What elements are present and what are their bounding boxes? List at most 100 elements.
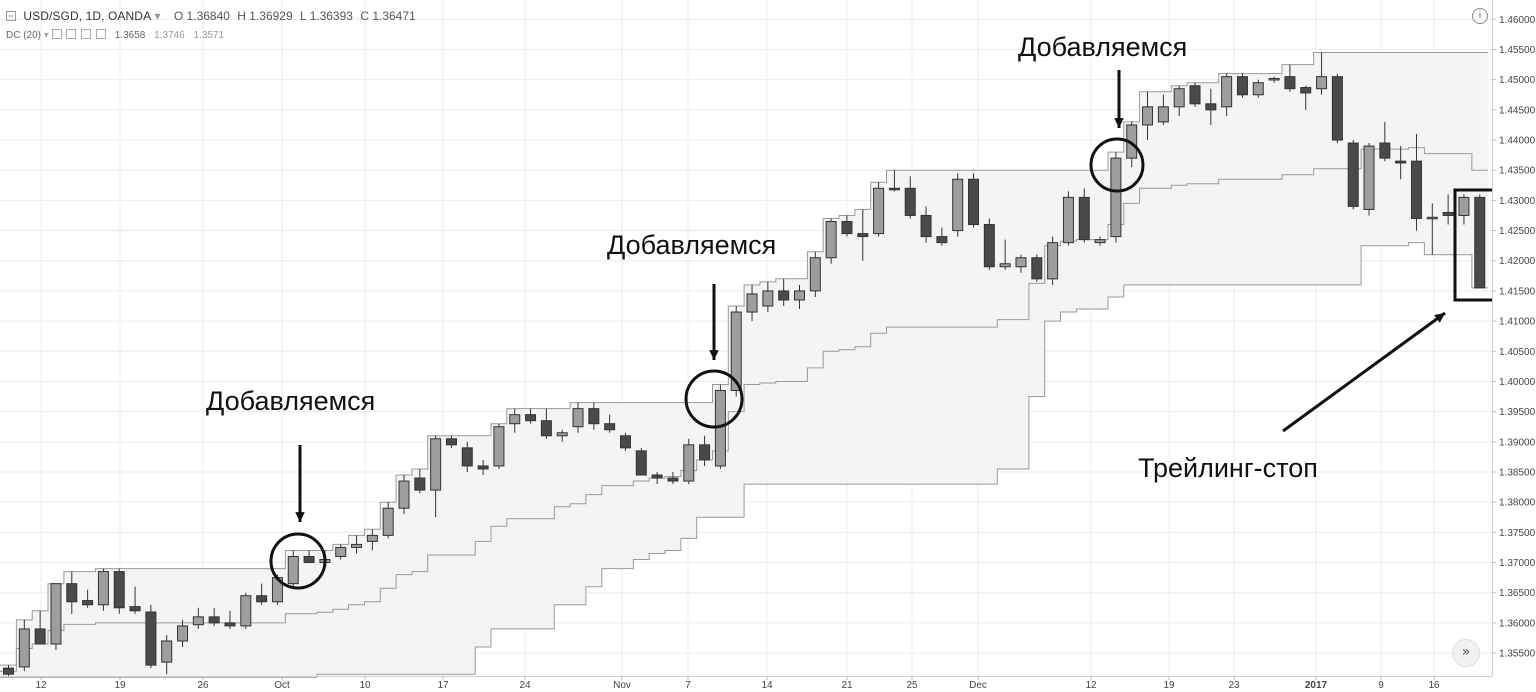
time-tick-label: 24 [519, 680, 531, 691]
candle [335, 544, 347, 560]
candle-body [50, 583, 62, 645]
close-icon[interactable] [95, 29, 106, 39]
candle [1268, 76, 1280, 83]
price-axis-bg [1492, 0, 1536, 692]
candle [952, 173, 964, 237]
arrow-add-3 [1114, 70, 1124, 128]
annotation-add-1: Добавляемся [206, 386, 376, 416]
candle [1031, 254, 1043, 282]
time-tick-label: 21 [841, 680, 853, 691]
candle-body [34, 628, 46, 645]
candle-body [1062, 196, 1074, 244]
candle-body [778, 290, 790, 301]
candle-body [1189, 85, 1201, 105]
candle-body [82, 600, 94, 606]
price-tick-label: 1.38500 [1499, 467, 1536, 478]
candle [18, 619, 30, 672]
info-icon[interactable]: i [1472, 8, 1488, 24]
candle-body [556, 432, 568, 437]
time-tick-label: 9 [1378, 680, 1384, 691]
candle [968, 173, 980, 228]
candle [888, 170, 900, 192]
candle-body [746, 293, 758, 313]
candle-body [97, 571, 109, 606]
candle [1395, 146, 1407, 180]
candle-body [1268, 77, 1280, 81]
candle [287, 550, 299, 587]
candle-body [888, 187, 900, 191]
candle-body [762, 290, 774, 307]
candle-body [477, 465, 489, 470]
arrow-head [709, 350, 719, 360]
candle-body [1221, 76, 1233, 108]
time-tick-label: 16 [1428, 680, 1440, 691]
close-value: C 1.36471 [360, 9, 416, 23]
collapse-icon[interactable] [6, 11, 16, 21]
time-axis[interactable]: 12 19 26 Oct 10 17 24 Nov 7 14 21 25 Dec 12 19 23 2017 9 1… [0, 676, 1492, 691]
candle-body [841, 221, 853, 235]
arrow-head [295, 512, 305, 522]
indicator-dropdown-icon[interactable]: ▾ [43, 30, 49, 41]
candle [1078, 188, 1090, 243]
price-tick-label: 1.40000 [1499, 377, 1536, 388]
scroll-to-realtime-button[interactable]: » [1452, 639, 1480, 667]
candle [303, 550, 315, 564]
symbol-label[interactable]: USD/SGD, 1D, OANDA [23, 9, 152, 23]
candle [366, 529, 378, 551]
price-axis[interactable]: 1.35500 1.36000 1.36500 1.37000 1.37500 1.380… [1492, 0, 1536, 692]
price-tick-label: 1.41500 [1499, 286, 1536, 297]
annotation-add-3: Добавляемся [1018, 32, 1188, 62]
candle [1236, 73, 1248, 98]
high-value: H 1.36929 [237, 9, 293, 23]
candles [3, 52, 1486, 678]
indicator-name[interactable]: DC (20) [6, 30, 42, 41]
candle [82, 589, 94, 608]
candle [1458, 194, 1470, 225]
candle-body [240, 595, 252, 627]
candle [1252, 79, 1264, 98]
eye-icon[interactable] [51, 29, 62, 39]
price-tick-label: 1.40500 [1499, 347, 1536, 358]
indicator-upper-value: 1.3658 [114, 30, 146, 41]
candle-body [1142, 106, 1154, 126]
settings-icon[interactable] [66, 29, 77, 39]
candle-body [952, 178, 964, 232]
candle-body [256, 595, 268, 603]
candle [477, 459, 489, 476]
candle [1442, 194, 1454, 225]
candle-body [809, 257, 821, 292]
add-icon[interactable] [81, 29, 92, 39]
candle-body [1252, 82, 1264, 96]
candle [3, 665, 14, 678]
candle-body [192, 616, 204, 626]
candle-body [1474, 196, 1486, 289]
candle [1347, 140, 1359, 210]
time-tick-label: 12 [35, 680, 47, 691]
candle-body [1173, 88, 1185, 108]
candle [1047, 236, 1059, 285]
candle [540, 408, 552, 439]
candle [161, 634, 173, 675]
candle [34, 610, 46, 645]
arrow-add-1 [295, 445, 305, 522]
candle [1110, 152, 1122, 243]
candle-body [1110, 157, 1122, 238]
candle-body [1300, 87, 1312, 94]
candle-body [983, 224, 995, 268]
candle-body [1458, 196, 1470, 216]
candle-body [667, 477, 679, 482]
candle [1379, 121, 1391, 162]
candle-body [129, 606, 141, 612]
candle-body [1379, 142, 1391, 159]
candle-body [794, 290, 805, 301]
price-tick-label: 1.45500 [1499, 45, 1536, 56]
symbol-dropdown-icon[interactable]: ▾ [154, 9, 161, 23]
time-tick-label: 2017 [1305, 680, 1328, 691]
candle-body [1395, 160, 1407, 164]
candle [588, 402, 600, 430]
time-tick-label: 23 [1228, 680, 1240, 691]
candle [1142, 91, 1154, 141]
candle-body [540, 420, 552, 437]
candle [382, 502, 394, 539]
